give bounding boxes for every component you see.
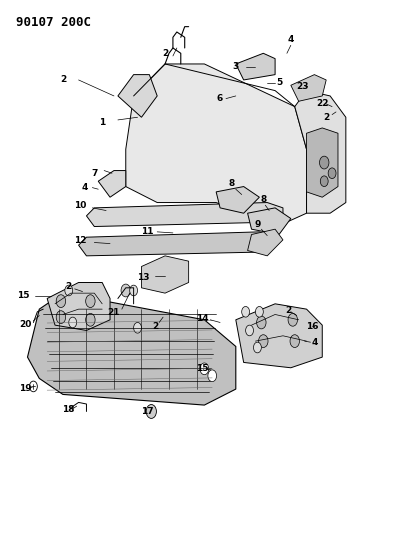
Text: 3: 3 [233, 62, 239, 71]
Circle shape [290, 335, 299, 348]
Circle shape [130, 285, 138, 296]
Text: 22: 22 [316, 100, 329, 108]
Text: 5: 5 [276, 78, 282, 87]
Circle shape [56, 295, 66, 308]
Circle shape [246, 325, 253, 336]
Circle shape [208, 370, 217, 382]
Circle shape [255, 306, 263, 317]
Polygon shape [98, 171, 126, 197]
Text: 4: 4 [81, 183, 88, 192]
Text: 8: 8 [260, 196, 266, 204]
Text: 10: 10 [74, 201, 87, 209]
Text: 2: 2 [66, 282, 72, 291]
Circle shape [242, 306, 250, 317]
Text: 8: 8 [229, 180, 235, 188]
Circle shape [86, 295, 95, 308]
Circle shape [121, 284, 130, 297]
Polygon shape [141, 256, 189, 293]
Polygon shape [216, 187, 259, 213]
Polygon shape [236, 304, 322, 368]
Text: 12: 12 [74, 237, 87, 245]
Polygon shape [248, 208, 291, 235]
Text: 23: 23 [296, 82, 309, 91]
Text: 20: 20 [19, 320, 32, 328]
Text: 2: 2 [162, 49, 168, 58]
Polygon shape [118, 75, 157, 117]
Text: 14: 14 [196, 314, 209, 323]
Text: 4: 4 [288, 36, 294, 44]
Text: 7: 7 [91, 169, 97, 177]
Polygon shape [248, 229, 283, 256]
Circle shape [253, 342, 261, 353]
Polygon shape [236, 53, 275, 80]
Circle shape [320, 176, 328, 187]
Polygon shape [307, 128, 338, 197]
Circle shape [146, 405, 156, 418]
Circle shape [200, 363, 209, 375]
Circle shape [69, 317, 77, 328]
Text: 2: 2 [323, 113, 329, 122]
Text: 4: 4 [311, 338, 318, 347]
Polygon shape [126, 64, 307, 224]
Text: 2: 2 [286, 306, 292, 314]
Circle shape [328, 168, 336, 179]
Text: 19: 19 [19, 384, 32, 392]
Polygon shape [86, 203, 283, 227]
Text: 15: 15 [17, 292, 30, 300]
Polygon shape [295, 91, 346, 213]
Text: 21: 21 [108, 309, 120, 317]
Text: 15: 15 [196, 365, 209, 373]
Circle shape [320, 156, 329, 169]
Circle shape [259, 335, 268, 348]
Circle shape [29, 381, 37, 392]
Polygon shape [291, 75, 326, 101]
Circle shape [65, 285, 73, 296]
Text: 6: 6 [217, 94, 223, 103]
Text: 2: 2 [152, 322, 158, 330]
Text: 1: 1 [99, 118, 105, 127]
Circle shape [86, 313, 95, 326]
Circle shape [56, 311, 66, 324]
Polygon shape [47, 282, 110, 330]
Polygon shape [28, 293, 236, 405]
Circle shape [288, 313, 298, 326]
Text: 18: 18 [62, 405, 75, 414]
Circle shape [134, 322, 141, 333]
Text: 2: 2 [60, 76, 66, 84]
Text: 90107 200C: 90107 200C [16, 16, 91, 29]
Circle shape [257, 316, 266, 329]
Text: 9: 9 [254, 221, 261, 229]
Text: 13: 13 [137, 273, 150, 281]
Text: 16: 16 [306, 322, 319, 330]
Text: 17: 17 [141, 407, 154, 416]
Polygon shape [79, 232, 275, 256]
Text: 11: 11 [141, 228, 154, 236]
